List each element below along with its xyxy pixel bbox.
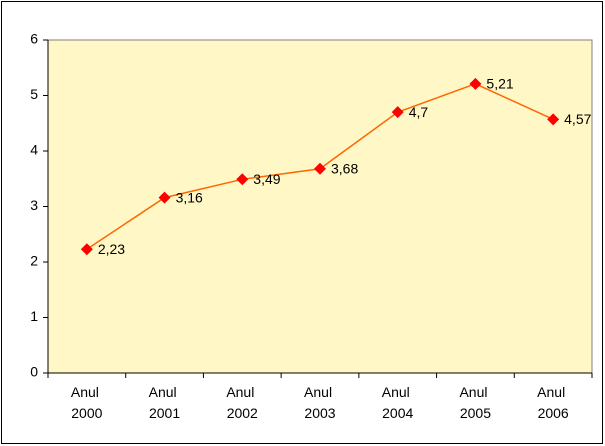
marker [547,113,560,126]
y-tick-label: 1 [30,308,38,324]
x-tick-label: Anul 2005 [459,384,491,421]
y-tick-label: 3 [30,197,38,213]
marker [158,191,171,204]
y-tick-label: 0 [30,364,38,380]
marker [80,243,93,256]
data-label: 3,68 [331,160,358,176]
data-label: 5,21 [486,76,513,92]
marker [236,173,249,186]
y-tick-label: 4 [30,142,38,158]
x-tick-label: Anul 2003 [304,384,336,421]
data-label: 3,16 [176,189,203,205]
marker [391,106,404,119]
x-tick-label: Anul 2001 [149,384,181,421]
x-tick-label: Anul 2002 [226,384,258,421]
x-tick-label: Anul 2006 [537,384,569,421]
y-tick-label: 6 [30,31,38,47]
y-tick-label: 5 [30,86,38,102]
y-tick-label: 2 [30,253,38,269]
marker [469,77,482,90]
x-tick-label: Anul 2000 [71,384,103,421]
data-label: 3,49 [253,171,280,187]
data-label: 4,57 [564,111,591,127]
data-label: 2,23 [98,241,125,257]
data-label: 4,7 [409,104,429,120]
x-tick-label: Anul 2004 [382,384,414,421]
marker [314,162,326,175]
